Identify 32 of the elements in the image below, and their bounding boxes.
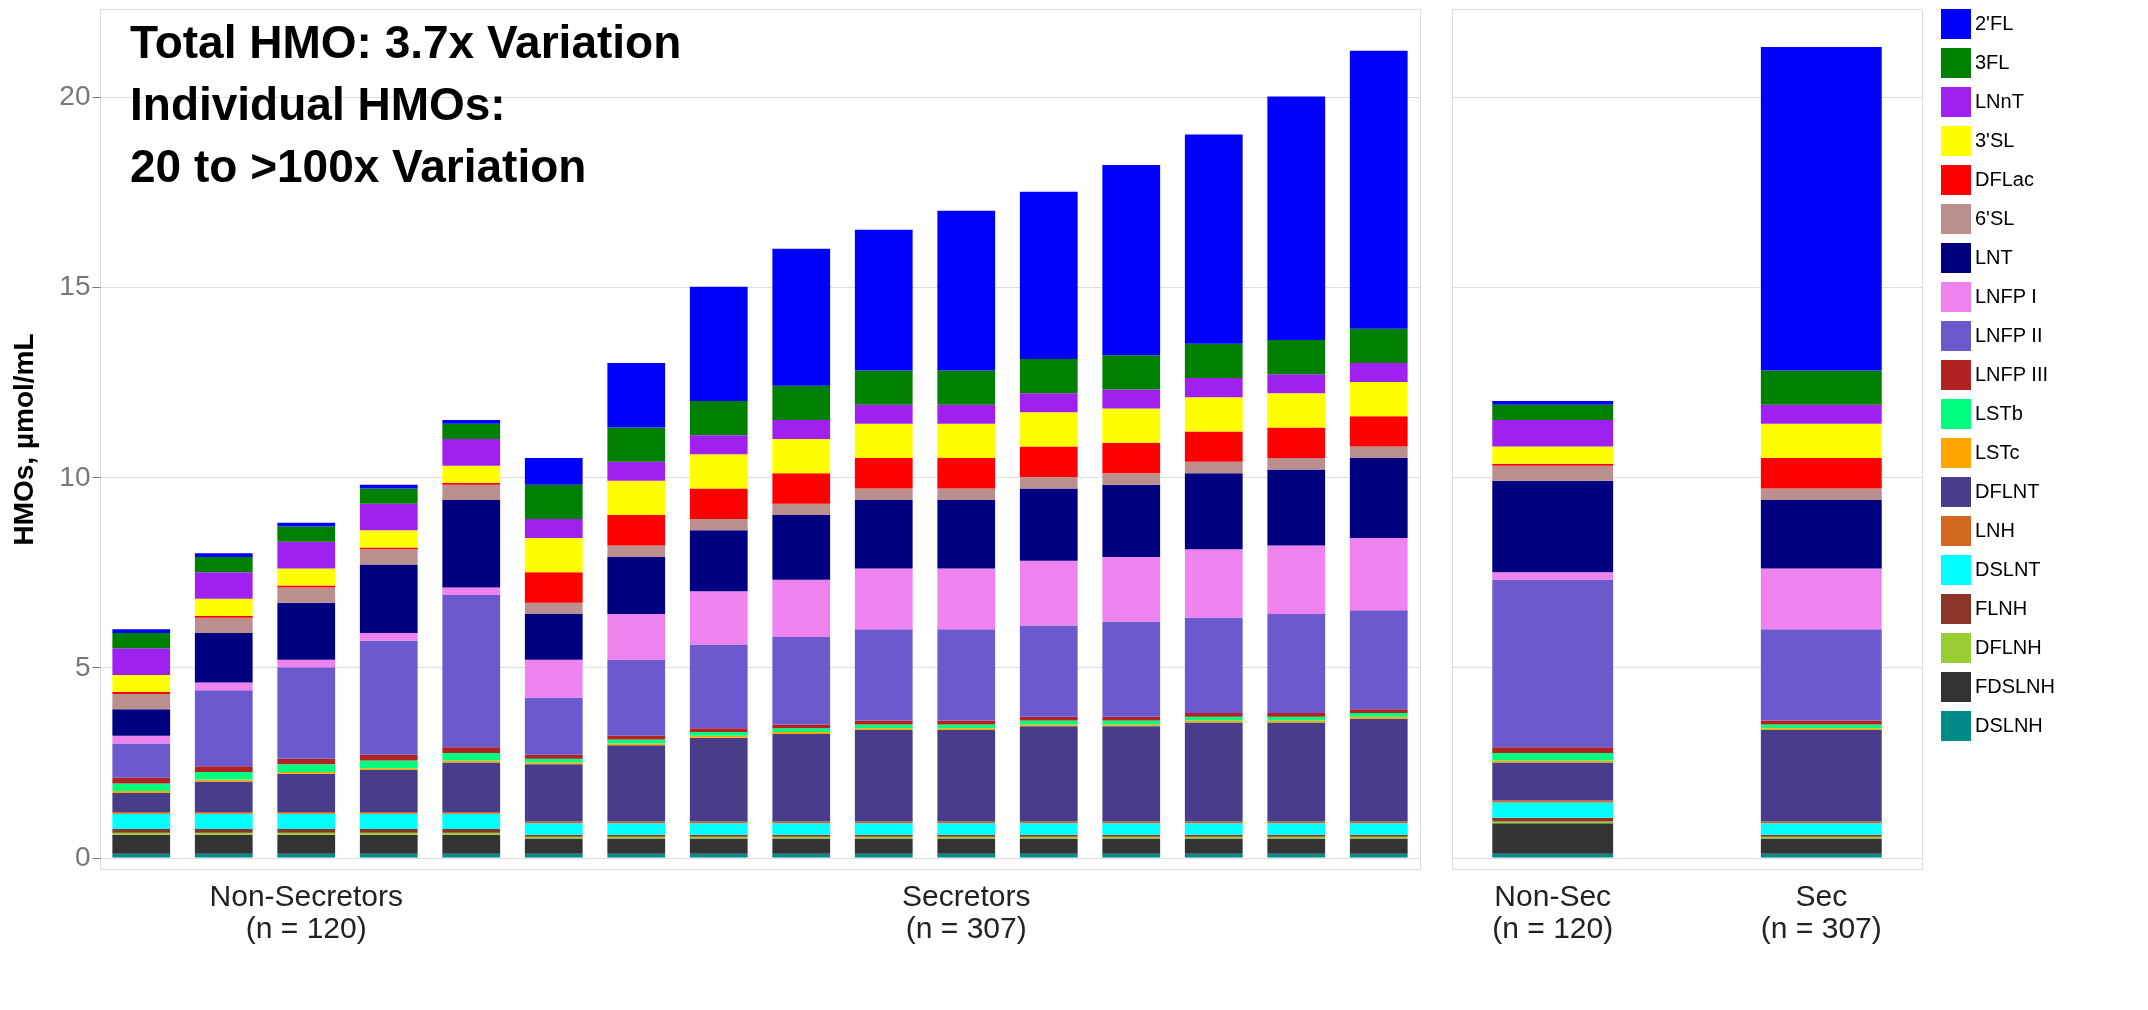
legend-label: 3FL [1975, 51, 2010, 73]
legend-label: 6'SL [1975, 207, 2015, 229]
legend-label: FLNH [1975, 597, 2028, 619]
legend-label: FDSLNH [1975, 675, 2056, 697]
annotation: Individual HMOs: [130, 78, 506, 130]
legend-label: LNFP III [1975, 363, 2048, 385]
legend-label: DFLNT [1975, 480, 2040, 502]
x-tick-label: Non-Sec (n = 120) [1492, 878, 1614, 944]
x-tick-label: Secretors (n = 307) [902, 878, 1031, 944]
y-tick-label: 5 [74, 650, 91, 682]
legend-label: 2'FL [1975, 12, 2014, 34]
y-tick-label: 0 [74, 841, 91, 873]
y-tick-label: 20 [59, 80, 91, 112]
legend-label: LNFP II [1975, 324, 2043, 346]
y-tick-label: 15 [59, 270, 91, 302]
legend-label: LNT [1975, 246, 2013, 268]
legend-label: LSTb [1975, 402, 2023, 424]
legend-label: LNH [1975, 519, 2016, 541]
legend-label: 3'SL [1975, 129, 2015, 151]
y-axis-title: HMOs, µmol/mL [8, 333, 40, 546]
x-tick-label: Non-Secretors (n = 120) [209, 878, 403, 944]
legend-label: DFLNH [1975, 636, 2042, 658]
x-tick-label: Sec (n = 307) [1760, 878, 1882, 944]
annotation: 20 to >100x Variation [130, 140, 587, 192]
legend-label: LSTc [1975, 441, 2020, 463]
legend-label: DFLac [1975, 168, 2034, 190]
legend-label: DSLNH [1975, 714, 2043, 736]
legend-label: LNnT [1975, 90, 2024, 112]
legend-label: DSLNT [1975, 558, 2041, 580]
y-tick-label: 10 [59, 460, 91, 492]
annotation: Total HMO: 3.7x Variation [130, 16, 682, 68]
legend-label: LNFP I [1975, 285, 2037, 307]
